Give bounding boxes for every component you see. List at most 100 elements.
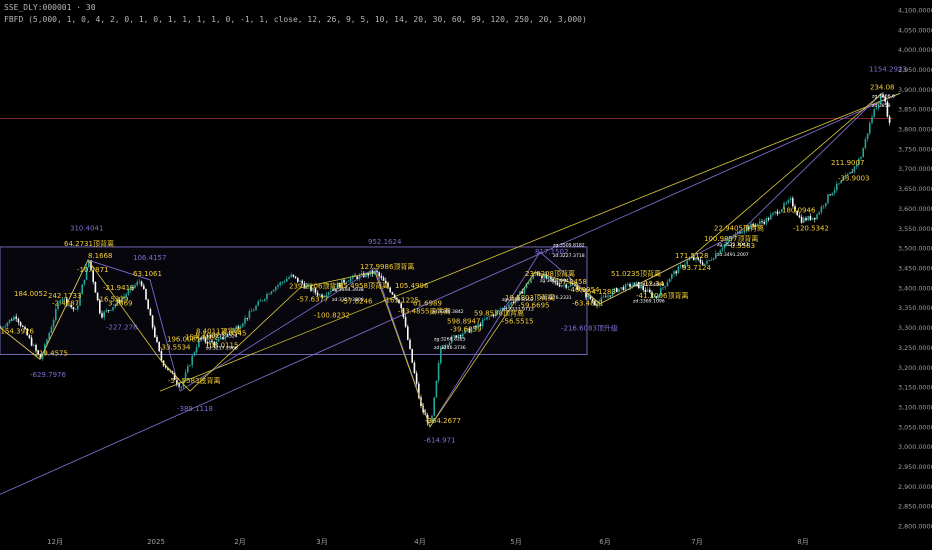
- candle-body: [349, 278, 352, 282]
- candle-body: [501, 307, 504, 310]
- y-tick-label: 3,850.0000: [898, 106, 932, 114]
- candle-body: [660, 288, 662, 297]
- candle-body: [640, 285, 642, 289]
- candle-body: [365, 272, 367, 277]
- candle-body: [184, 372, 187, 381]
- candle-body: [85, 266, 88, 280]
- candle-body: [301, 280, 303, 284]
- pivot-label: 171.5128: [675, 252, 708, 260]
- candle-body: [642, 285, 644, 290]
- pivot-label: -63.4821: [572, 300, 603, 308]
- candle-body: [649, 289, 651, 293]
- pivot-label: 19.6803顶背离: [505, 293, 555, 302]
- candle-body: [224, 336, 226, 340]
- candle-body: [13, 316, 15, 321]
- candle-body: [88, 260, 90, 267]
- candle-body: [855, 164, 858, 167]
- pivot-label: 127.9986顶背离: [360, 262, 414, 271]
- candle-body: [554, 281, 556, 283]
- candle-body: [748, 227, 750, 230]
- candle-body: [532, 274, 534, 279]
- candle-body: [415, 373, 418, 384]
- pivot-label: 64.2731顶背离: [64, 239, 114, 248]
- pivot-label: 3.2869: [108, 300, 133, 308]
- candle-body: [708, 259, 710, 261]
- candle-body: [4, 326, 6, 328]
- zone-label: zg:3866.6: [872, 93, 895, 99]
- candle-body: [668, 278, 671, 283]
- candle-body: [281, 281, 284, 283]
- candle-body: [798, 215, 801, 217]
- pivot-label: 184.0052: [14, 290, 47, 298]
- pivot-label: 100.9897顶背离: [704, 234, 758, 243]
- candle-body: [440, 347, 442, 363]
- candle-body: [400, 303, 402, 309]
- candle-body: [451, 336, 453, 343]
- candle-body: [376, 270, 378, 273]
- candle-body: [561, 285, 563, 287]
- candle-body: [743, 231, 746, 233]
- zone-label: zd:3217.2966: [206, 345, 238, 351]
- candle-body: [875, 108, 878, 110]
- candle-body: [849, 171, 851, 174]
- candle-body: [686, 260, 688, 265]
- wave-label: 106.4157: [133, 254, 166, 262]
- wave-label: 310.4041: [70, 224, 103, 232]
- candle-body: [83, 279, 86, 285]
- pivot-label: -100.8232: [314, 312, 350, 320]
- candle-body: [418, 383, 420, 398]
- pivot-label: 59.8538顶背离: [474, 309, 524, 318]
- x-tick-label: 12月: [47, 538, 63, 546]
- candle-body: [413, 362, 416, 374]
- candle-body: [488, 316, 490, 318]
- candle-body: [380, 275, 383, 278]
- x-tick-label: 2月: [234, 538, 245, 546]
- candle-body: [776, 211, 779, 214]
- candle-body: [156, 336, 158, 342]
- candle-body: [6, 322, 9, 327]
- y-tick-label: 3,600.0000: [898, 205, 932, 213]
- candle-body: [341, 279, 343, 287]
- candle-body: [242, 323, 244, 327]
- candle-body: [558, 284, 561, 287]
- candle-body: [231, 331, 233, 333]
- x-tick-label: 4月: [414, 538, 425, 546]
- candle-body: [572, 284, 574, 286]
- candle-body: [59, 300, 61, 304]
- candle-body: [145, 289, 147, 300]
- candle-body: [402, 308, 405, 318]
- zigzag-yellow: [0, 93, 883, 428]
- candle-body: [455, 335, 457, 338]
- pivot-label: 598.8947: [447, 318, 480, 326]
- pivot-label: 57.2458: [558, 278, 587, 286]
- candle-body: [393, 294, 396, 298]
- candle-body: [378, 272, 380, 276]
- indicator-header: FBFD (5,000, 1, 0, 4, 2, 0, 1, 0, 1, 1, …: [4, 15, 587, 24]
- candle-body: [833, 190, 836, 193]
- candle-body: [860, 157, 862, 159]
- candle-body: [765, 218, 768, 224]
- candle-body: [783, 203, 785, 210]
- candle-body: [609, 295, 611, 297]
- candle-body: [264, 299, 266, 301]
- candle-body: [193, 352, 196, 356]
- x-tick-label: 5月: [510, 538, 521, 546]
- pivot-label: -41.2006顶背离: [636, 291, 688, 300]
- candle-body: [651, 292, 653, 298]
- candle-body: [473, 326, 475, 329]
- candle-body: [422, 405, 424, 413]
- candle-body: [68, 304, 70, 306]
- candle-body: [222, 337, 224, 340]
- candle-body: [30, 337, 33, 346]
- candle-body: [63, 298, 66, 300]
- pivot-label: -59.6695: [518, 302, 549, 310]
- candle-body: [283, 281, 286, 283]
- candle-body: [209, 340, 211, 344]
- candle-body: [22, 325, 24, 327]
- pivot-label: -219.4575: [32, 349, 68, 357]
- candle-body: [552, 278, 554, 282]
- x-tick-label: 2025: [147, 538, 165, 546]
- candle-body: [327, 292, 330, 295]
- candle-body: [310, 285, 312, 291]
